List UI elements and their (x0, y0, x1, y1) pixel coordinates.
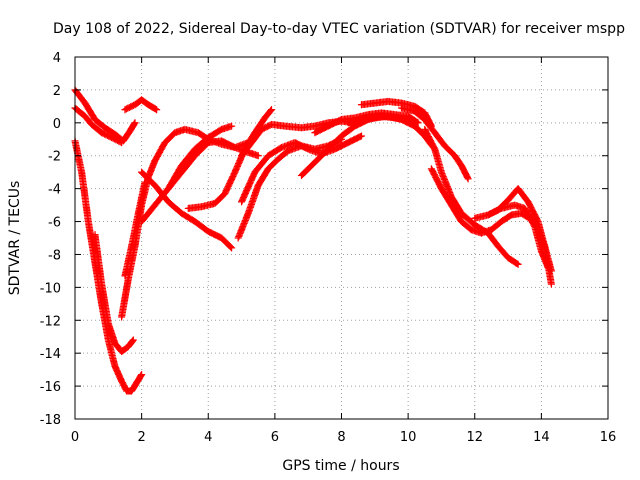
series-layer (71, 86, 556, 395)
y-tick-label: 2 (53, 84, 61, 99)
series-arc-3 (121, 96, 161, 114)
axis-ticks: 0 2 4 6 8 10 12 14 16 -18 -16 -14 -12 -10 -8 -6 -4 -2 0 2 4 (40, 51, 617, 445)
y-tick-label: 4 (53, 51, 61, 66)
y-tick-label: -6 (48, 216, 61, 231)
series-markers (137, 168, 236, 252)
y-tick-label: -2 (48, 150, 61, 165)
y-tick-label: -4 (48, 183, 61, 198)
series-arc-16 (311, 109, 422, 137)
series-markers (357, 97, 436, 130)
y-tick-label: -12 (40, 314, 61, 329)
series-arc-5 (91, 231, 137, 356)
series-arc-14 (237, 132, 366, 206)
series-markers (121, 178, 149, 280)
y-tick-label: -14 (40, 347, 61, 362)
y-tick-label: -18 (40, 413, 61, 428)
x-tick-label: 2 (137, 430, 145, 445)
series-markers (91, 231, 137, 356)
series-arc-20 (421, 125, 522, 268)
y-tick-label: -8 (48, 248, 61, 263)
x-tick-label: 12 (466, 430, 483, 445)
y-axis-title: SDTVAR / TECUs (7, 181, 23, 296)
y-tick-label: -16 (40, 380, 61, 395)
series-markers (484, 184, 556, 288)
y-tick-label: -10 (40, 281, 61, 296)
series-markers (421, 125, 522, 268)
series-arc-19 (397, 104, 472, 183)
x-axis-title: GPS time / hours (282, 458, 399, 474)
series-arc-10 (164, 122, 236, 193)
x-tick-label: 10 (400, 430, 417, 445)
x-tick-label: 14 (533, 430, 550, 445)
chart-title: Day 108 of 2022, Sidereal Day-to-day VTE… (53, 21, 625, 37)
series-markers (164, 122, 236, 193)
series-markers (237, 132, 366, 206)
x-tick-label: 16 (600, 430, 617, 445)
series-arc-22 (484, 184, 556, 288)
x-tick-label: 8 (337, 430, 345, 445)
series-markers (397, 104, 472, 183)
series-arc-7 (121, 178, 149, 280)
series-arc-11 (184, 106, 276, 213)
y-tick-label: 0 (53, 117, 61, 132)
series-markers (471, 201, 552, 272)
x-tick-label: 0 (71, 430, 79, 445)
series-markers (311, 109, 422, 137)
series-markers (121, 96, 161, 114)
series-markers (184, 106, 276, 213)
x-tick-label: 4 (204, 430, 212, 445)
series-arc-17 (357, 97, 436, 130)
x-tick-label: 6 (271, 430, 279, 445)
series-arc-23 (471, 201, 552, 272)
series-arc-8 (137, 168, 236, 252)
